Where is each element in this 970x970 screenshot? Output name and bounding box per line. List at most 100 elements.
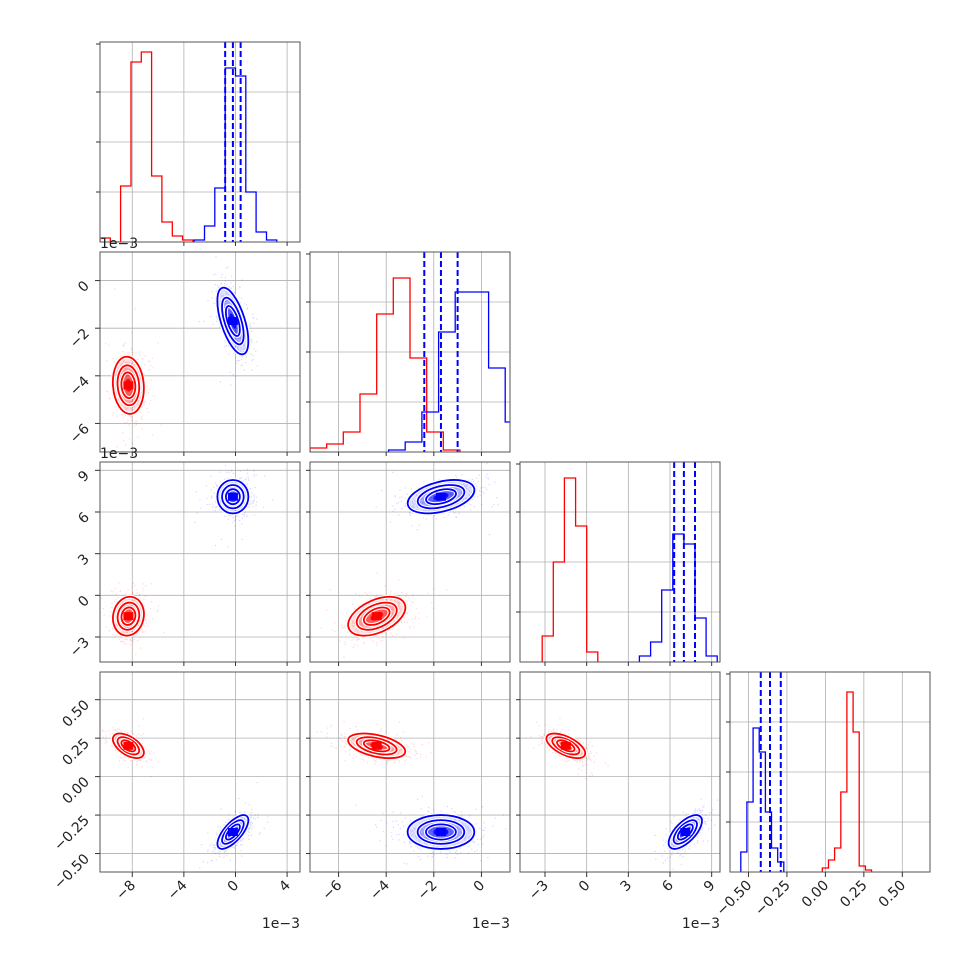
histogram-blue-2 [638,533,718,662]
panel-frame [309,671,511,873]
contour-blue-2 [224,305,241,337]
mode-marker-blue [227,317,238,326]
contour-red-0 [112,595,145,637]
y-tick-label-1-3: 0 [75,278,93,296]
x-tick-label-3-0: −0.50 [714,878,756,920]
mode-marker-red [123,612,134,621]
x-offset-label-2: 1e−3 [682,916,720,932]
x-tick-label-0-1: −4 [165,877,191,903]
contour-red-0 [347,595,407,637]
x-tick-label-3-4: 0.50 [876,878,909,911]
contour-blue-1 [672,819,698,845]
scatter-points-blue [355,795,507,865]
mode-marker-red [560,741,571,750]
histogram-red-0 [100,51,194,242]
y-tick-label-1-1: −4 [67,373,93,399]
panel-2-1 [309,461,511,663]
x-tick-label-3-1: −0.25 [752,878,794,920]
contour-red-0 [545,732,587,760]
y-tick-label-3-2: 0.00 [59,774,92,807]
mode-marker-red [371,612,382,621]
x-tick-label-0-3: 4 [276,877,294,895]
panel-3-2 [519,671,721,873]
contour-red-1 [355,601,398,631]
x-tick-label-3-2: 0.00 [799,878,832,911]
mode-marker-blue [435,492,446,501]
y-tick-label-3-0: −0.50 [51,851,93,893]
contour-blue-2 [225,488,241,506]
x-offset-label-1: 1e−3 [472,916,510,932]
histogram-0 [100,42,278,242]
contour-blue-1 [221,484,245,510]
scatter-2-1 [320,463,499,658]
y-offset-label-1: 1e−3 [100,236,138,252]
contour-red-1 [116,364,141,407]
panel-3-1 [309,671,511,873]
scatter-3-1 [316,721,507,865]
histogram-red-1 [310,277,461,452]
y-tick-label-2-0: −3 [67,635,93,661]
histogram-blue-1 [387,291,510,452]
contour-red-0 [111,355,145,415]
scatter-points-red [320,572,448,658]
y-offset-label-2: 1e−3 [100,446,138,462]
contour-red-2 [362,739,391,753]
contour-red-2 [120,606,137,626]
y-tick-label-3-4: 0.50 [59,697,92,730]
y-tick-label-3-3: 0.25 [59,736,92,769]
histogram-red-2 [541,477,599,662]
y-tick-label-2-3: 6 [75,509,93,527]
contour-blue-0 [216,814,250,850]
y-tick-label-3-1: −0.25 [51,813,93,855]
contour-red-1 [551,736,581,756]
contour-red-1 [116,736,141,756]
x-tick-label-1-1: −4 [367,877,393,903]
x-tick-label-2-0: −3 [526,878,552,904]
panel-0-0 [96,41,301,243]
contour-blue-1 [221,819,245,845]
mode-marker-red [123,381,134,390]
x-offset-label-0: 1e−3 [262,916,300,932]
x-tick-label-2-1: 0 [576,878,594,896]
contour-red-1 [355,736,398,756]
contour-blue-0 [406,479,476,515]
panel-2-0 [99,461,301,663]
y-tick-label-2-4: 9 [75,468,93,486]
x-tick-label-3-3: 0.25 [837,878,870,911]
y-tick-label-2-1: 0 [75,593,93,611]
panels: −8 −4 0 41e−3−6 −4 −2 01e−3−3 0 3 6 91e−3−0.50−0.2… [51,41,931,932]
contour-blue-1 [416,819,466,845]
mode-marker-blue [435,828,446,836]
contour-blue-1 [416,484,466,510]
histogram-1 [310,252,510,452]
contour-blue-1 [221,296,245,346]
contour-red-0 [111,732,145,760]
panel-frame [519,671,721,873]
panel-3-3 [726,671,931,873]
x-tick-label-2-2: 3 [618,878,636,896]
scatter-3-2 [524,718,719,870]
y-tick-label-1-0: −6 [67,421,93,447]
panel-1-1 [306,251,511,453]
mode-marker-red [123,741,134,750]
panel-frame [99,671,301,873]
histogram-2 [541,462,718,662]
panel-2-2 [516,461,721,663]
contour-blue-0 [216,479,250,515]
panel-frame [99,251,301,453]
y-tick-label-2-2: 3 [75,551,93,569]
x-tick-label-2-3: 6 [659,877,677,895]
x-tick-label-0-0: −8 [113,878,139,904]
histogram-3 [740,672,873,872]
contour-red-0 [347,732,407,760]
scatter-1-0 [105,256,258,448]
histogram-blue-0 [193,67,278,242]
x-tick-label-1-0: −6 [319,877,345,903]
scatter-2-0 [101,465,274,656]
x-tick-label-0-2: 0 [225,878,243,896]
mode-marker-red [371,741,382,750]
panel-1-0 [99,251,301,453]
panel-3-0 [99,671,301,873]
contour-red-1 [116,601,141,631]
contour-red-2 [120,371,137,400]
